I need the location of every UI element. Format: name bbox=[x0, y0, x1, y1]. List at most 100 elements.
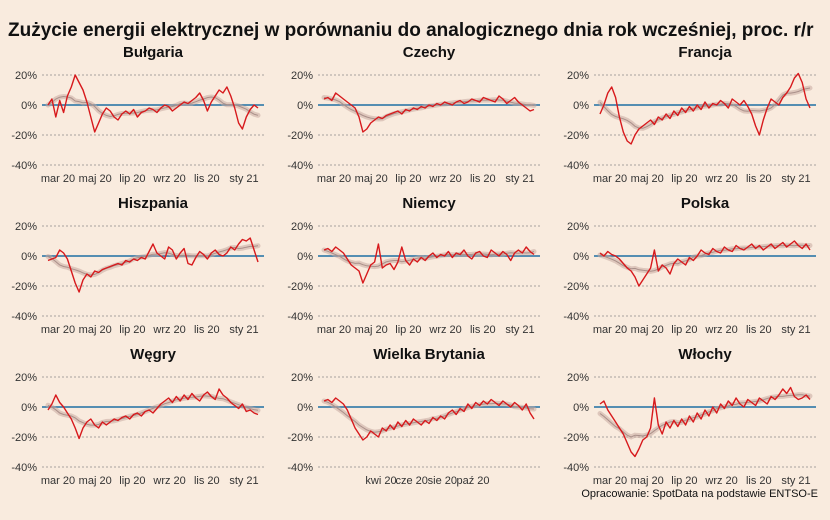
x-tick-label: lip 20 bbox=[671, 324, 697, 336]
x-tick-label: lip 20 bbox=[671, 475, 697, 487]
y-tick-label: -40% bbox=[11, 160, 37, 172]
y-tick-label: -40% bbox=[563, 311, 589, 323]
trend-line bbox=[47, 395, 259, 426]
y-tick-label: -40% bbox=[11, 311, 37, 323]
trend-band bbox=[45, 93, 261, 120]
x-tick-label: mar 20 bbox=[593, 173, 627, 185]
panel-7: Węgry 20% 0% -20% -40% mar 20 maj 20 lip 20 wrz … bbox=[11, 346, 264, 487]
trend-band bbox=[597, 242, 813, 274]
x-tick-label: lis 20 bbox=[470, 324, 496, 336]
series-line bbox=[323, 243, 535, 284]
y-tick-label: 20% bbox=[567, 372, 589, 384]
y-tick-label: 0% bbox=[573, 100, 589, 112]
x-tick-label: lis 20 bbox=[470, 173, 496, 185]
y-tick-label: 0% bbox=[297, 100, 313, 112]
y-tick-label: 0% bbox=[21, 100, 37, 112]
panel-title: Czechy bbox=[403, 44, 456, 61]
y-tick-label: 20% bbox=[15, 70, 37, 82]
trend-line bbox=[599, 394, 811, 438]
x-tick-label: maj 20 bbox=[355, 173, 388, 185]
x-tick-label: mar 20 bbox=[41, 173, 75, 185]
x-tick-label: lip 20 bbox=[119, 324, 145, 336]
trend-line bbox=[323, 97, 535, 120]
x-tick-label: wrz 20 bbox=[704, 475, 737, 487]
x-tick-label: sty 21 bbox=[505, 173, 534, 185]
series-line bbox=[599, 240, 811, 287]
x-tick-label: maj 20 bbox=[79, 324, 112, 336]
x-tick-label: wrz 20 bbox=[152, 173, 185, 185]
x-tick-label: maj 20 bbox=[355, 324, 388, 336]
x-tick-label: sty 21 bbox=[229, 475, 258, 487]
y-tick-label: -20% bbox=[563, 281, 589, 293]
x-tick-label: mar 20 bbox=[317, 173, 351, 185]
y-tick-label: 0% bbox=[573, 402, 589, 414]
trend-line bbox=[323, 400, 535, 433]
x-tick-label: mar 20 bbox=[41, 324, 75, 336]
y-tick-label: 20% bbox=[567, 221, 589, 233]
x-tick-label: lis 20 bbox=[194, 173, 220, 185]
x-tick-label: lip 20 bbox=[671, 173, 697, 185]
x-tick-label: maj 20 bbox=[631, 324, 664, 336]
series-line bbox=[599, 72, 811, 145]
x-tick-label: sty 21 bbox=[229, 173, 258, 185]
y-tick-label: 20% bbox=[291, 221, 313, 233]
y-tick-label: 20% bbox=[15, 221, 37, 233]
panel-9: Włochy 20% 0% -20% -40% mar 20 maj 20 lip 20 wrz… bbox=[563, 346, 816, 487]
panel-5: Niemcy 20% 0% -20% -40% mar 20 maj 20 lip 20 wrz… bbox=[287, 195, 540, 336]
y-tick-label: -20% bbox=[287, 281, 313, 293]
x-tick-label: mar 20 bbox=[593, 475, 627, 487]
y-tick-label: 0% bbox=[297, 402, 313, 414]
x-tick-label: lis 20 bbox=[746, 173, 772, 185]
y-tick-label: -40% bbox=[287, 311, 313, 323]
y-tick-label: 0% bbox=[573, 251, 589, 263]
trend-line bbox=[47, 245, 259, 276]
x-tick-label: mar 20 bbox=[593, 324, 627, 336]
trend-band bbox=[597, 85, 813, 131]
y-tick-label: -40% bbox=[11, 462, 37, 474]
x-tick-label: kwi 20 bbox=[365, 475, 396, 487]
y-tick-label: -40% bbox=[563, 160, 589, 172]
x-tick-label: lip 20 bbox=[119, 173, 145, 185]
trend-line bbox=[599, 244, 811, 272]
x-tick-label: sty 21 bbox=[781, 324, 810, 336]
panel-title: Włochy bbox=[678, 346, 732, 363]
y-tick-label: -20% bbox=[11, 130, 37, 142]
x-tick-label: sty 21 bbox=[781, 173, 810, 185]
x-tick-label: lip 20 bbox=[395, 173, 421, 185]
y-tick-label: -20% bbox=[11, 281, 37, 293]
x-tick-label: sty 21 bbox=[781, 475, 810, 487]
x-tick-label: mar 20 bbox=[41, 475, 75, 487]
panel-4: Hiszpania 20% 0% -20% -40% mar 20 maj 20 lip 20… bbox=[11, 195, 264, 336]
y-tick-label: 20% bbox=[15, 372, 37, 384]
x-tick-label: lis 20 bbox=[194, 324, 220, 336]
series-line bbox=[47, 237, 259, 293]
series-line bbox=[599, 386, 811, 458]
y-tick-label: 0% bbox=[21, 402, 37, 414]
x-tick-label: wrz 20 bbox=[428, 324, 461, 336]
x-tick-label: paź 20 bbox=[456, 475, 489, 487]
x-tick-label: lip 20 bbox=[119, 475, 145, 487]
y-tick-label: -20% bbox=[11, 432, 37, 444]
panel-1: Bułgaria 20% 0% -20% -40% mar 20 maj 20 lip 20 w… bbox=[11, 44, 264, 185]
x-tick-label: maj 20 bbox=[631, 173, 664, 185]
chart-title: Zużycie energii elektrycznej w porównani… bbox=[8, 20, 814, 41]
panel-title: Niemcy bbox=[402, 195, 456, 212]
source-caption: Opracowanie: SpotData na podstawie ENTSO… bbox=[581, 488, 818, 500]
x-tick-label: sty 21 bbox=[229, 324, 258, 336]
x-tick-label: sty 21 bbox=[505, 324, 534, 336]
series-line bbox=[47, 388, 259, 440]
trend-line bbox=[323, 249, 535, 268]
y-tick-label: 20% bbox=[291, 372, 313, 384]
x-tick-label: lip 20 bbox=[395, 324, 421, 336]
y-tick-label: -20% bbox=[287, 432, 313, 444]
y-tick-label: -40% bbox=[287, 160, 313, 172]
panel-title: Węgry bbox=[130, 346, 177, 363]
x-tick-label: maj 20 bbox=[79, 173, 112, 185]
y-tick-label: 0% bbox=[21, 251, 37, 263]
panel-title: Hiszpania bbox=[118, 195, 189, 212]
x-tick-label: maj 20 bbox=[631, 475, 664, 487]
x-tick-label: wrz 20 bbox=[152, 475, 185, 487]
x-tick-label: lis 20 bbox=[194, 475, 220, 487]
y-tick-label: -20% bbox=[563, 130, 589, 142]
